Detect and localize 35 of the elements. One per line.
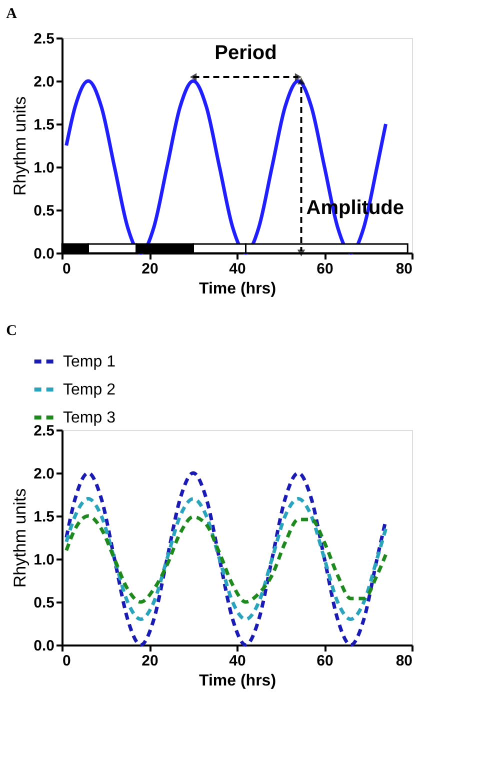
x-tick-label: 80: [396, 260, 412, 278]
y-tick-label: 1.5: [34, 508, 54, 526]
y-tick-label: 0.0: [34, 638, 54, 654]
line-series: [64, 497, 388, 621]
x-tick-label: 60: [316, 652, 334, 670]
y-tick-label: 0.0: [34, 246, 54, 262]
y-tick-label: 2.5: [34, 422, 54, 440]
y-tick-label: 0.5: [34, 202, 54, 220]
line-series: [64, 471, 388, 647]
y-tick-label: 1.0: [34, 160, 54, 176]
legend-label: Temp 3: [63, 410, 116, 426]
y-tick-label: 2.5: [34, 30, 54, 48]
x-tick-label: 0: [62, 260, 71, 278]
x-tick-label: 20: [142, 652, 158, 670]
x-tick-label: 40: [229, 260, 246, 278]
x-axis-title: Time (hrs): [198, 672, 276, 690]
y-tick-label: 1.0: [34, 552, 54, 568]
x-tick-label: 60: [316, 260, 334, 278]
y-axis-title: Rhythm units: [10, 96, 30, 196]
line-series: [64, 514, 388, 604]
y-axis-title: Rhythm units: [10, 488, 30, 588]
x-tick-label: 0: [62, 652, 71, 670]
chart-title: A: [6, 6, 18, 22]
legend-label: Temp 2: [63, 382, 116, 398]
chart-title: C: [6, 323, 17, 339]
x-tick-label: 20: [142, 260, 158, 278]
x-tick-label: 40: [229, 652, 246, 670]
x-tick-label: 80: [396, 652, 412, 670]
legend-label: Temp 1: [63, 354, 116, 370]
y-tick-label: 2.0: [34, 74, 54, 90]
y-tick-label: 2.0: [34, 466, 54, 482]
y-tick-label: 1.5: [34, 116, 54, 134]
y-tick-label: 0.5: [34, 594, 54, 612]
x-axis-title: Time (hrs): [198, 280, 276, 298]
annotation: Period: [214, 42, 277, 64]
